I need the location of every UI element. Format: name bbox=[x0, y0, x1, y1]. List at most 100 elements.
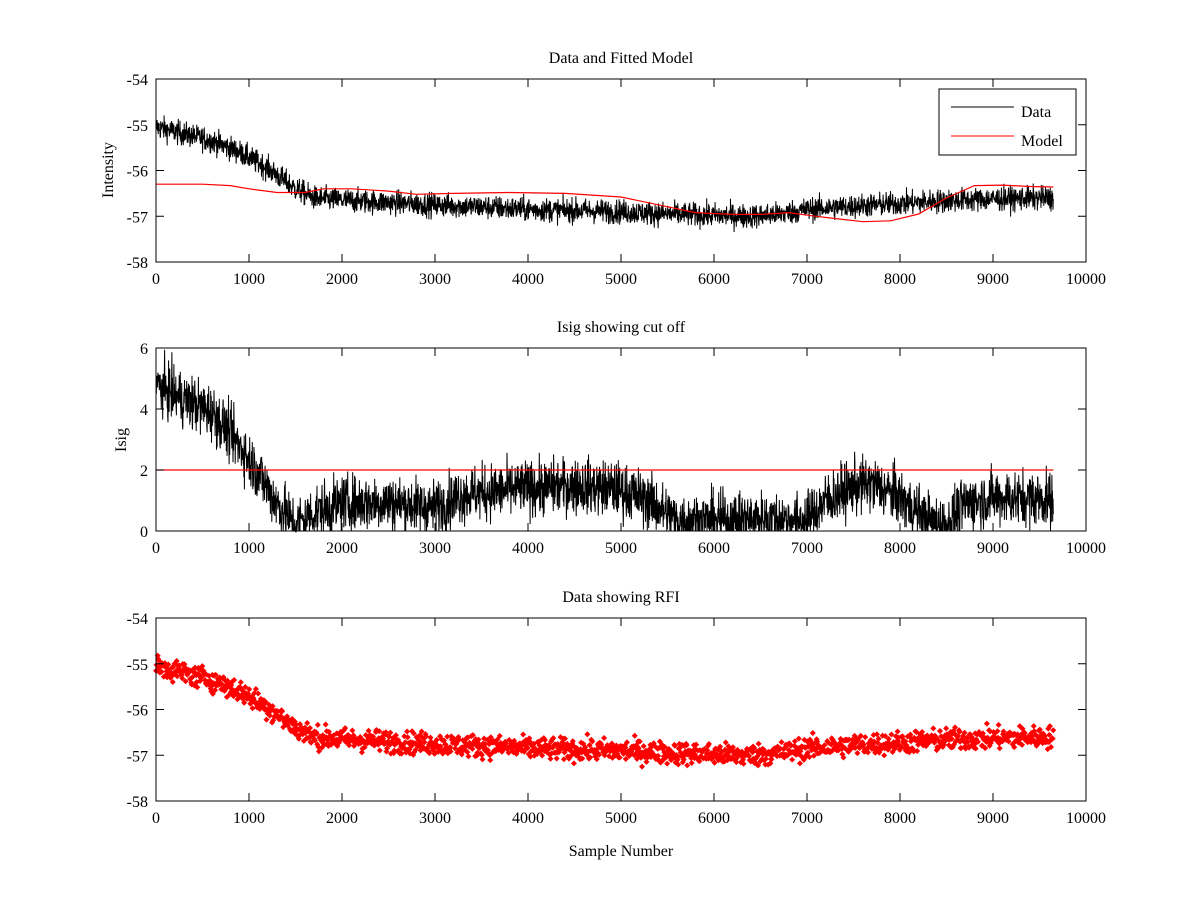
scatter-point bbox=[854, 750, 861, 757]
scatter-point bbox=[296, 721, 303, 728]
scatter-point bbox=[593, 756, 600, 763]
scatter-point bbox=[251, 690, 258, 697]
scatter-point bbox=[1000, 728, 1007, 735]
scatter-point bbox=[675, 761, 682, 768]
scatter-point bbox=[952, 724, 959, 731]
y-tick-label: -57 bbox=[127, 748, 148, 765]
scatter-point bbox=[810, 752, 817, 759]
scatter-point bbox=[589, 738, 596, 745]
scatter-point bbox=[671, 742, 678, 749]
scatter-point bbox=[636, 738, 643, 745]
scatter-point bbox=[421, 739, 428, 746]
scatter-point bbox=[768, 756, 775, 763]
scatter-point bbox=[882, 733, 889, 740]
x-tick-label: 6000 bbox=[698, 540, 730, 557]
x-tick-label: 4000 bbox=[512, 540, 544, 557]
scatter-point bbox=[1036, 726, 1043, 733]
scatter-point bbox=[358, 749, 365, 756]
panel-title: Data showing RFI bbox=[562, 589, 679, 606]
scatter-point bbox=[639, 763, 646, 770]
scatter-point bbox=[996, 745, 1003, 752]
scatter-point bbox=[601, 735, 608, 742]
x-tick-label: 3000 bbox=[419, 271, 451, 288]
scatter-point bbox=[382, 729, 389, 736]
scatter-point bbox=[885, 736, 892, 743]
panel-isig-showing-cut-off: Isig showing cut off Isig 0 1000 2000 3000 4… bbox=[113, 319, 1106, 557]
scatter-point bbox=[541, 736, 548, 743]
scatter-point bbox=[469, 732, 476, 739]
scatter-point bbox=[684, 762, 691, 769]
scatter-point bbox=[246, 686, 253, 693]
scatter-point bbox=[404, 728, 411, 735]
x-tick-label: 7000 bbox=[791, 540, 823, 557]
scatter-point bbox=[622, 744, 629, 751]
scatter-point bbox=[487, 757, 494, 764]
x-tick-label: 1000 bbox=[233, 540, 265, 557]
scatter-point bbox=[640, 743, 647, 750]
scatter-point bbox=[295, 735, 302, 742]
x-tick-label: 6000 bbox=[698, 271, 730, 288]
scatter-point bbox=[907, 731, 914, 738]
scatter-point bbox=[304, 720, 311, 727]
scatter-point bbox=[570, 760, 577, 767]
scatter-point bbox=[384, 745, 391, 752]
x-tick-label: 1000 bbox=[233, 271, 265, 288]
scatter-point bbox=[1030, 723, 1037, 730]
scatter-point bbox=[840, 754, 847, 761]
scatter-point bbox=[376, 728, 383, 735]
panel-title: Isig showing cut off bbox=[557, 319, 686, 336]
scatter-point bbox=[806, 753, 813, 760]
scatter-point bbox=[881, 752, 888, 759]
y-axis-label: Intensity bbox=[100, 142, 117, 198]
scatter-point bbox=[520, 731, 527, 738]
scatter-point bbox=[948, 735, 955, 742]
scatter-point bbox=[455, 736, 462, 743]
scatter-point bbox=[704, 747, 711, 754]
ticks: 0 1000 2000 3000 4000 5000 6000 7000 8000 9000 100… bbox=[127, 611, 1106, 827]
scatter-point bbox=[733, 759, 740, 766]
scatter-point bbox=[444, 733, 451, 740]
scatter-point bbox=[418, 728, 425, 735]
scatter-point bbox=[255, 690, 262, 697]
scatter-point bbox=[427, 734, 434, 741]
scatter-point bbox=[179, 675, 186, 682]
scatter-point bbox=[857, 732, 864, 739]
scatter-point bbox=[789, 756, 796, 763]
scatter-point bbox=[717, 743, 724, 750]
scatter-point bbox=[729, 744, 736, 751]
scatter-point bbox=[447, 748, 454, 755]
scatter-point bbox=[846, 736, 853, 743]
legend: Data Model bbox=[938, 88, 1077, 156]
scatter-point bbox=[315, 748, 322, 755]
scatter-point bbox=[447, 744, 454, 751]
scatter-point bbox=[693, 741, 700, 748]
legend-label-model: Model bbox=[1021, 133, 1063, 150]
scatter-point bbox=[740, 756, 747, 763]
scatter-point bbox=[194, 684, 201, 691]
scatter-point bbox=[562, 735, 569, 742]
legend-box bbox=[938, 88, 1077, 156]
scatter-point bbox=[623, 739, 630, 746]
scatter-point bbox=[487, 734, 494, 741]
panel-title: Data and Fitted Model bbox=[549, 50, 694, 67]
scatter-point bbox=[313, 730, 320, 737]
scatter-point bbox=[266, 712, 273, 719]
y-axis-label: Isig bbox=[113, 428, 130, 452]
x-tick-label: 3000 bbox=[419, 540, 451, 557]
y-tick-label: 4 bbox=[140, 402, 148, 419]
panel-data-and-fitted-model: Data and Fitted Model Intensity 0 1000 200… bbox=[100, 50, 1106, 288]
x-tick-label: 8000 bbox=[884, 540, 916, 557]
scatter-point bbox=[269, 703, 276, 710]
scatter-point bbox=[307, 724, 314, 731]
scatter-point bbox=[596, 751, 603, 758]
scatter-point bbox=[262, 699, 269, 706]
scatter-point bbox=[680, 756, 687, 763]
scatter-point bbox=[888, 731, 895, 738]
scatter-point bbox=[722, 739, 729, 746]
scatter-point bbox=[795, 735, 802, 742]
y-tick-label: 0 bbox=[140, 524, 148, 541]
scatter-point bbox=[342, 725, 349, 732]
x-tick-label: 5000 bbox=[605, 540, 637, 557]
y-tick-label: -54 bbox=[127, 72, 148, 89]
